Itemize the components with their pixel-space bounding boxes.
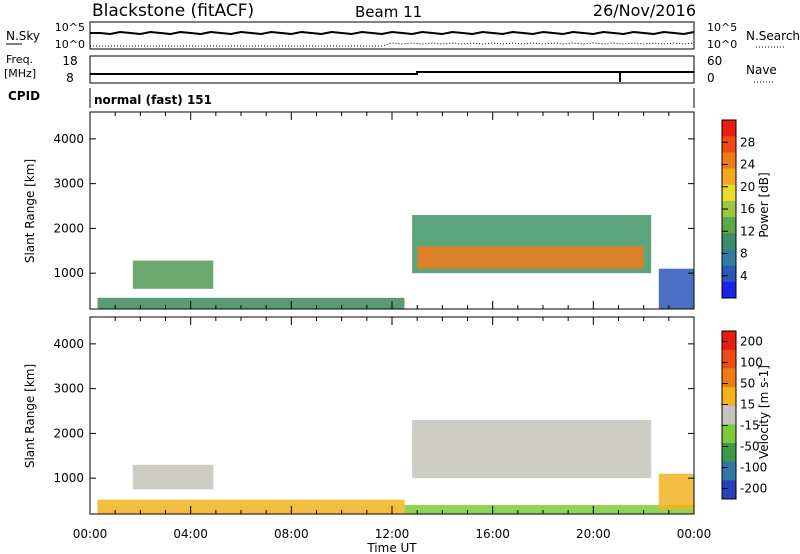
- time-tick-label-5: 20:00: [576, 527, 611, 541]
- power-region-3: [417, 246, 644, 269]
- power-colorbar-tick-label-4: 20: [740, 180, 755, 194]
- power-colorbar-swatch-4: [722, 184, 736, 202]
- power-x-ticks: [89, 112, 695, 309]
- power-y-label: Slant Range [km]: [23, 159, 37, 263]
- power-colorbar-swatch-3: [722, 168, 736, 186]
- velocity-colorbar: 200 100 50 15 -15 -50 -100 -200: [721, 330, 767, 500]
- time-tick-label-3: 12:00: [375, 527, 410, 541]
- time-tick-label-2: 08:00: [274, 527, 309, 541]
- velocity-colorbar-tick-label-1: 100: [740, 356, 763, 370]
- freq-tick-top: 18: [62, 54, 77, 68]
- power-ytick-label-1: 2000: [53, 221, 84, 235]
- station-title: Blackstone (fitACF): [92, 1, 254, 21]
- velocity-ytick-label-0: 1000: [53, 471, 84, 485]
- power-y-axis: 1000 2000 3000 4000: [53, 132, 694, 280]
- velocity-y-axis: 1000 2000 3000 4000: [53, 337, 694, 485]
- velocity-colorbar-tick-label-3: 15: [740, 398, 755, 412]
- velocity-region-0: [97, 499, 405, 514]
- power-colorbar-swatch-6: [722, 217, 736, 234]
- cpid-label: CPID: [8, 89, 40, 103]
- power-colorbar-swatch-2: [722, 152, 736, 170]
- power-colorbar: 4 8 12 16 20 24 28: [721, 119, 755, 299]
- power-ytick-label-2: 3000: [53, 177, 84, 191]
- time-axis-labels: 00:00 04:00 08:00 12:00 16:00 20:00 00:00: [73, 527, 712, 541]
- date-title: 26/Nov/2016: [593, 1, 696, 20]
- nave-label: Nave: [746, 63, 777, 77]
- velocity-colorbar-tick-label-2: 50: [740, 377, 755, 391]
- time-tick-label-4: 16:00: [475, 527, 510, 541]
- power-colorbar-tick-label-0: 4: [740, 269, 748, 283]
- freq-label: Freq.: [6, 53, 33, 66]
- time-axis-title: Time UT: [366, 541, 417, 554]
- freq-trace: [90, 71, 694, 75]
- time-tick-label-1: 04:00: [173, 527, 208, 541]
- power-region-4: [658, 268, 694, 309]
- velocity-colorbar-swatch-1: [722, 349, 736, 369]
- velocity-colorbar-swatch-2: [722, 368, 736, 388]
- velocity-colorbar-tick-label-6: -100: [740, 461, 767, 475]
- velocity-y-label: Slant Range [km]: [23, 364, 37, 468]
- nsearch-tick-bottom: 10^0: [707, 38, 737, 51]
- velocity-colorbar-swatch-8: [722, 480, 736, 500]
- nsky-label: N.Sky: [6, 29, 40, 43]
- power-colorbar-tick-label-5: 24: [740, 158, 755, 172]
- power-colorbar-swatch-9: [722, 265, 736, 283]
- velocity-colorbar-tick-label-4: -15: [740, 419, 760, 433]
- power-colorbar-swatch-0: [722, 120, 736, 137]
- power-colorbar-tick-label-2: 12: [740, 224, 755, 238]
- freq-tick-bottom: 8: [66, 71, 74, 85]
- nsky-tick-bottom: 10^0: [55, 38, 85, 51]
- power-colorbar-swatch-5: [722, 200, 736, 218]
- velocity-region-3: [404, 505, 694, 514]
- power-heatmap: [97, 215, 694, 309]
- velocity-colorbar-frame: [721, 330, 737, 500]
- velocity-colorbar-label: Velocity [m s-1]: [757, 365, 771, 459]
- velocity-colorbar-swatch-7: [722, 461, 736, 481]
- velocity-colorbar-tick-label-7: -200: [740, 482, 767, 496]
- time-tick-label-6: 00:00: [677, 527, 712, 541]
- velocity-colorbar-tick-label-5: -50: [740, 440, 760, 454]
- time-tick-label-0: 00:00: [73, 527, 108, 541]
- power-colorbar-label: Power [dB]: [757, 172, 771, 237]
- power-colorbar-tick-label-6: 28: [740, 135, 755, 149]
- velocity-colorbar-swatch-6: [722, 443, 736, 463]
- power-colorbar-swatch-7: [722, 233, 736, 250]
- velocity-ytick-label-1: 2000: [53, 426, 84, 440]
- power-ytick-label-0: 1000: [53, 266, 84, 280]
- cpid-text: normal (fast) 151: [94, 93, 212, 107]
- velocity-colorbar-swatch-5: [722, 424, 736, 444]
- velocity-colorbar-swatch-0: [722, 331, 736, 351]
- power-ytick-label-3: 4000: [53, 132, 84, 146]
- velocity-colorbar-swatch-3: [722, 387, 736, 407]
- nave-tick-bottom: 0: [707, 71, 715, 85]
- beam-title: Beam 11: [355, 3, 422, 21]
- velocity-region-1: [132, 464, 214, 490]
- nsky-tick-top: 10^5: [55, 21, 85, 34]
- velocity-colorbar-swatch-4: [722, 405, 736, 425]
- freq-unit-label: [MHz]: [4, 67, 36, 80]
- velocity-region-2: [412, 420, 652, 479]
- power-colorbar-tick-label-3: 16: [740, 202, 755, 216]
- nsky-panel: [89, 21, 695, 50]
- power-colorbar-tick-label-1: 8: [740, 247, 748, 261]
- power-region-1: [132, 260, 214, 289]
- power-colorbar-swatch-8: [722, 249, 736, 267]
- power-colorbar-swatch-10: [722, 281, 736, 299]
- velocity-colorbar-tick-label-0: 200: [740, 335, 763, 349]
- nave-tick-top: 60: [707, 54, 722, 68]
- velocity-ytick-label-3: 4000: [53, 337, 84, 351]
- velocity-ytick-label-2: 3000: [53, 382, 84, 396]
- freq-panel: [89, 55, 695, 84]
- velocity-heatmap: [97, 420, 694, 514]
- power-colorbar-swatch-1: [722, 136, 736, 153]
- nsearch-label: N.Search: [746, 29, 800, 43]
- nsearch-tick-top: 10^5: [707, 21, 737, 34]
- nsearch-trace: [90, 42, 695, 47]
- power-region-0: [97, 297, 405, 309]
- nsky-trace: [90, 30, 695, 36]
- velocity-region-4: [658, 473, 694, 510]
- velocity-x-ticks: [89, 317, 695, 514]
